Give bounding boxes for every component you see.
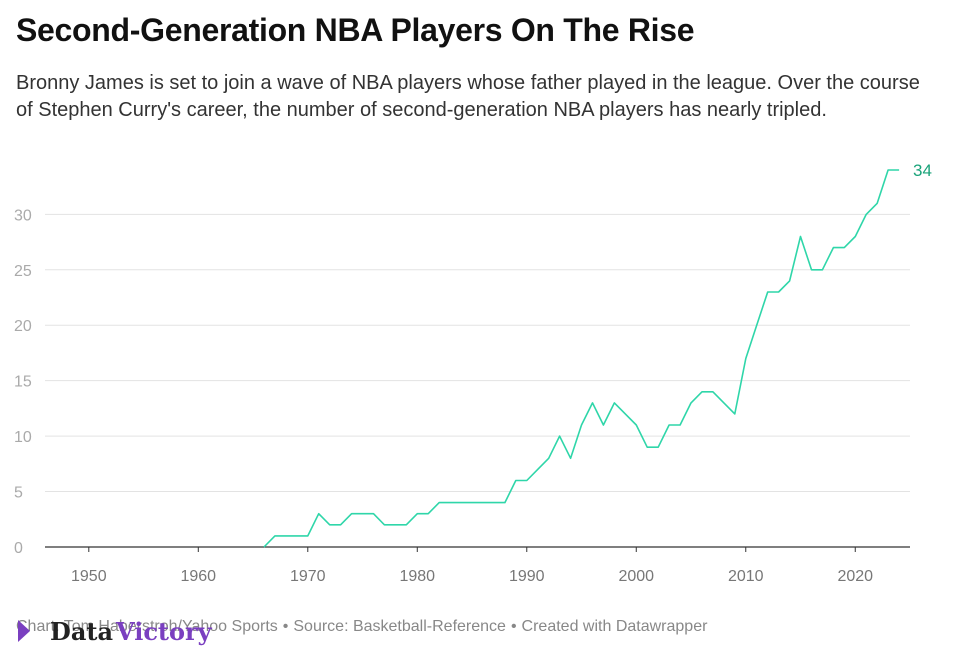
gridlines: 0 5 10 15 20 25 30 <box>14 207 910 557</box>
footer-separator: • <box>510 618 517 635</box>
x-tick-label: 1990 <box>509 568 545 585</box>
x-tick-label: 2020 <box>837 568 873 585</box>
x-axis: 1950 1960 1970 1980 1990 2000 2010 2020 <box>45 546 910 585</box>
series-layer: 34 <box>263 161 932 548</box>
series-line <box>263 169 900 548</box>
logo-text-victory: Victory <box>115 617 213 646</box>
x-tick-label: 1980 <box>399 568 435 585</box>
line-chart: 0 5 10 15 20 25 30 1950 1960 1970 1980 1990 2000 201… <box>14 161 932 585</box>
created-with: Created with Datawrapper <box>521 618 708 635</box>
x-tick-label: 2000 <box>618 568 654 585</box>
y-tick-label: 5 <box>14 485 23 502</box>
datavictory-logo: Data Victory <box>18 617 213 646</box>
chart-credit: Chart: Tom Haberstroh/Yahoo Sports <box>16 618 278 635</box>
footer-separator: • <box>282 618 289 635</box>
y-tick-label: 25 <box>14 263 32 280</box>
y-tick-label: 0 <box>14 540 23 557</box>
end-value-label: 34 <box>913 161 932 180</box>
x-tick-label: 1950 <box>71 568 107 585</box>
chart-subtitle: Bronny James is set to join a wave of NB… <box>16 72 920 121</box>
logo-text-data: Data <box>50 617 113 646</box>
chart-title: Second-Generation NBA Players On The Ris… <box>16 12 695 48</box>
y-tick-label: 30 <box>14 207 32 224</box>
x-tick-label: 1970 <box>290 568 326 585</box>
y-tick-label: 20 <box>14 318 32 335</box>
y-tick-label: 15 <box>14 374 32 391</box>
x-tick-label: 1960 <box>180 568 216 585</box>
footer: Chart: Tom Haberstroh/Yahoo Sports • Sourc… <box>16 618 707 636</box>
y-tick-label: 10 <box>14 429 32 446</box>
logo-triangle-icon <box>18 620 30 642</box>
source-credit: Source: Basketball-Reference <box>293 618 506 635</box>
x-tick-label: 2010 <box>728 568 764 585</box>
